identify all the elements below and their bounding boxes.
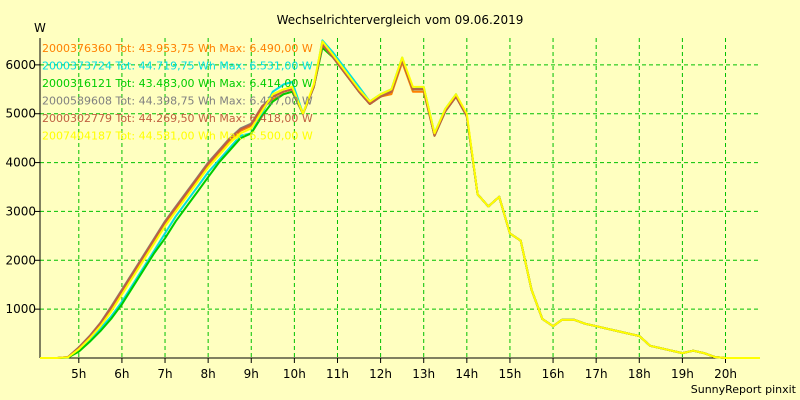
y-tick-label: 6000 (5, 58, 36, 72)
y-tick-label: 5000 (5, 107, 36, 121)
series-lines (40, 39, 760, 359)
x-tick-label: 17h (585, 367, 608, 381)
x-tick-label: 13h (412, 367, 435, 381)
legend-entry-6: 2007404187 Tot: 44.581,00 Wh Max: 6.500,… (42, 130, 313, 143)
x-tick-label: 9h (244, 367, 259, 381)
footer-credit: SunnyReport pinxit (691, 383, 797, 396)
legend: 2000376360 Tot: 43.953,75 Wh Max: 6.490,… (42, 42, 313, 143)
legend-entry-3: 2000316121 Tot: 43.483,00 Wh Max: 6.414,… (42, 77, 313, 90)
y-tick-label: 3000 (5, 204, 36, 218)
series-line-6 (40, 40, 760, 359)
x-tick-label: 18h (628, 367, 651, 381)
x-tick-label: 20h (714, 367, 737, 381)
legend-entry-2: 2000373724 Tot: 44.719,75 Wh Max: 6.531,… (42, 60, 313, 73)
x-tick-label: 16h (542, 367, 565, 381)
x-tick-label: 11h (326, 367, 349, 381)
y-tick-label: 1000 (5, 302, 36, 316)
tick-labels: 5h 6h 7h 8h 9h 10h 11h 12h 13h 14h 15h 16h 17h 18h 19h… (5, 58, 736, 381)
legend-entry-5: 2000302779 Tot: 44.269,50 Wh Max: 6.418,… (42, 112, 313, 125)
legend-entry-4: 2000589608 Tot: 44.398,75 Wh Max: 6.427,… (42, 95, 313, 108)
x-tick-label: 15h (499, 367, 522, 381)
y-axis-unit: W (34, 21, 46, 35)
x-tick-label: 12h (369, 367, 392, 381)
x-tick-label: 5h (71, 367, 86, 381)
axes (35, 38, 760, 363)
x-tick-label: 10h (283, 367, 306, 381)
x-tick-label: 19h (671, 367, 694, 381)
y-tick-label: 4000 (5, 156, 36, 170)
chart-title: Wechselrichtervergleich vom 09.06.2019 (277, 13, 524, 27)
grid-lines (40, 38, 760, 358)
x-tick-label: 6h (114, 367, 129, 381)
y-tick-label: 2000 (5, 253, 36, 267)
legend-entry-1: 2000376360 Tot: 43.953,75 Wh Max: 6.490,… (42, 42, 313, 55)
x-tick-label: 8h (201, 367, 216, 381)
x-tick-label: 7h (157, 367, 172, 381)
x-tick-label: 14h (455, 367, 478, 381)
